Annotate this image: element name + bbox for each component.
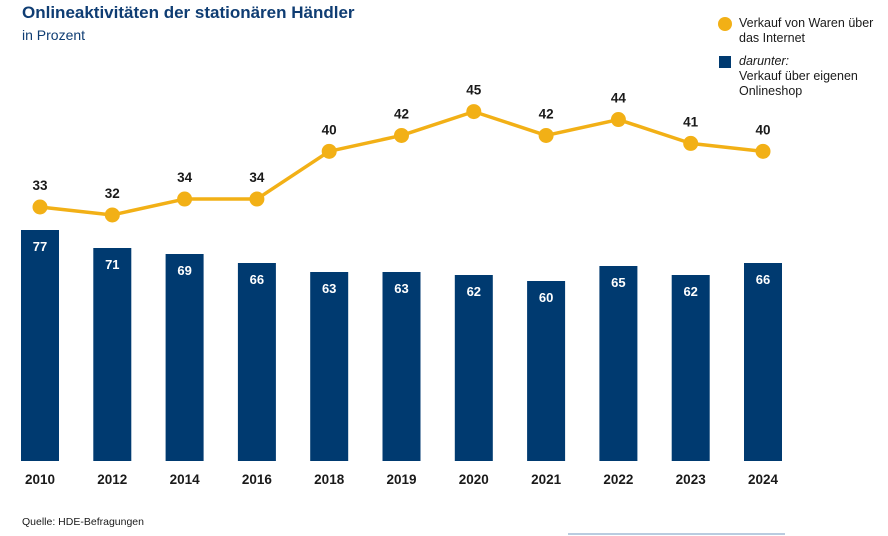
line-point-2018 xyxy=(321,143,337,159)
bar-2021 xyxy=(527,281,566,461)
x-tick-label-2022: 2022 xyxy=(603,472,633,487)
circle-icon xyxy=(718,17,732,31)
line-value-label-2024: 40 xyxy=(755,122,770,137)
bar-value-label-2018: 63 xyxy=(322,281,336,296)
bar-2018 xyxy=(310,272,349,461)
line-point-2020 xyxy=(466,104,482,120)
bar-value-label-2010: 77 xyxy=(33,239,47,254)
bar-value-label-2020: 62 xyxy=(467,284,481,299)
bar-2020 xyxy=(454,275,493,461)
line-point-2021 xyxy=(538,127,554,143)
x-tick-label-2012: 2012 xyxy=(97,472,127,487)
line-value-label-2021: 42 xyxy=(539,106,554,121)
x-tick-label-2024: 2024 xyxy=(748,472,779,487)
line-point-2019 xyxy=(394,127,409,143)
bar-2019 xyxy=(382,272,421,461)
line-value-label-2012: 32 xyxy=(105,186,120,201)
legend-label-onlineshop: Verkauf über eigenen Onlineshop xyxy=(739,69,858,98)
line-point-2010 xyxy=(32,199,48,215)
x-tick-label-2023: 2023 xyxy=(676,472,707,487)
line-value-label-2022: 44 xyxy=(611,91,627,106)
bar-2012 xyxy=(93,248,132,461)
bar-value-label-2019: 63 xyxy=(394,281,408,296)
x-tick-label-2021: 2021 xyxy=(531,472,562,487)
x-tick-label-2016: 2016 xyxy=(242,472,273,487)
legend-item-onlineshop: darunter: Verkauf über eigenen Onlinesho… xyxy=(718,54,883,99)
line-value-label-2016: 34 xyxy=(249,170,265,185)
x-tick-label-2019: 2019 xyxy=(386,472,416,487)
chart-title: Onlineaktivitäten der stationären Händle… xyxy=(22,3,355,22)
x-tick-label-2020: 2020 xyxy=(459,472,489,487)
bar-2023 xyxy=(671,275,710,461)
line-point-2014 xyxy=(177,191,193,207)
bar-2022 xyxy=(599,266,638,461)
bar-value-label-2021: 60 xyxy=(539,290,553,305)
x-tick-label-2014: 2014 xyxy=(170,472,201,487)
line-value-label-2019: 42 xyxy=(394,106,409,121)
line-value-label-2010: 33 xyxy=(32,178,48,193)
legend-item-internet-sales: Verkauf von Waren über das Internet xyxy=(718,16,883,46)
x-tick-label-2010: 2010 xyxy=(25,472,55,487)
bar-2024 xyxy=(744,263,782,461)
bar-value-label-2024: 66 xyxy=(756,272,770,287)
line-point-2023 xyxy=(683,135,699,151)
bar-value-label-2012: 71 xyxy=(105,257,119,272)
bar-2016 xyxy=(237,263,276,461)
bar-2014 xyxy=(165,254,204,461)
bar-value-label-2014: 69 xyxy=(177,263,191,278)
chart-subtitle: in Prozent xyxy=(22,27,86,43)
x-tick-label-2018: 2018 xyxy=(314,472,345,487)
legend: Verkauf von Waren über das Internet daru… xyxy=(718,16,883,99)
line-point-2024 xyxy=(755,143,771,159)
line-point-2012 xyxy=(104,207,120,223)
bar-value-label-2016: 66 xyxy=(250,272,264,287)
series-line-internet-sales xyxy=(39,109,764,217)
bar-value-label-2023: 62 xyxy=(683,284,697,299)
line-point-2022 xyxy=(610,112,626,128)
source-note: Quelle: HDE-Befragungen xyxy=(22,516,144,528)
bar-value-label-2022: 65 xyxy=(611,275,625,290)
legend-label-internet-sales: Verkauf von Waren über das Internet xyxy=(739,16,874,45)
footer-divider xyxy=(568,533,785,535)
legend-prefix-darunter: darunter: xyxy=(739,54,790,68)
line-value-label-2014: 34 xyxy=(177,170,193,185)
square-icon xyxy=(719,56,731,68)
line-value-label-2023: 41 xyxy=(683,114,699,129)
line-point-2016 xyxy=(249,191,265,207)
line-value-label-2018: 40 xyxy=(322,122,337,137)
bar-2010 xyxy=(21,230,59,461)
line-value-label-2020: 45 xyxy=(466,83,482,98)
